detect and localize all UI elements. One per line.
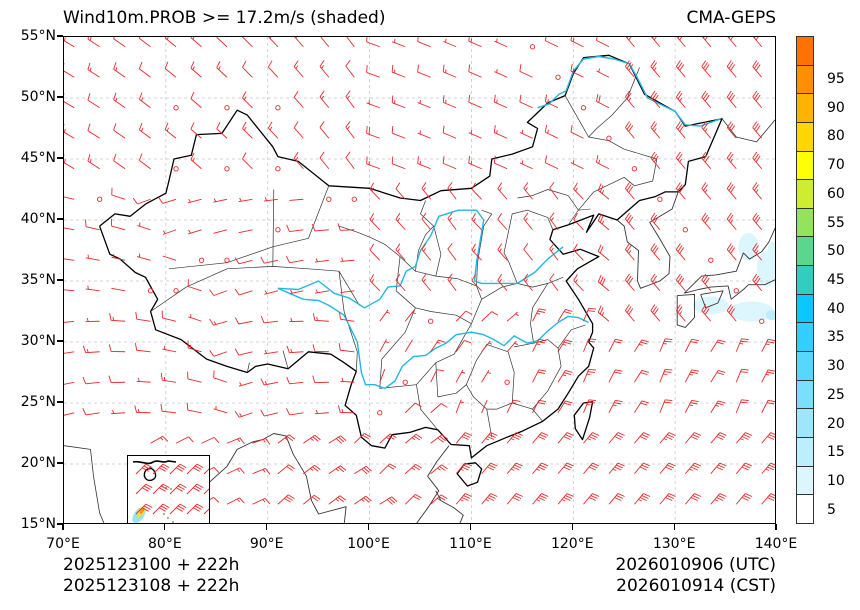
colorbar-level-label: 90 bbox=[827, 99, 845, 116]
map-canvas bbox=[64, 37, 775, 523]
colorbar-level-label: 95 bbox=[827, 71, 845, 88]
colorbar-level-label: 55 bbox=[827, 214, 845, 231]
colorbar-level-label: 35 bbox=[827, 329, 845, 346]
lon-tick-mark bbox=[62, 524, 64, 530]
lat-tick-mark bbox=[57, 218, 63, 220]
chart-title: Wind10m.PROB >= 17.2m/s (shaded) bbox=[63, 8, 386, 28]
lat-tick-label: 30°N bbox=[20, 333, 56, 349]
lon-tick-mark bbox=[266, 524, 268, 530]
colorbar-level-label: 80 bbox=[827, 128, 845, 145]
colorbar-segment bbox=[797, 180, 813, 209]
valid-time-utc: 2026010906 (UTC) bbox=[615, 555, 776, 575]
lat-tick-label: 20°N bbox=[20, 455, 56, 471]
lon-tick-mark bbox=[775, 524, 777, 530]
colorbar-segment bbox=[797, 37, 813, 66]
colorbar-segment bbox=[797, 208, 813, 238]
colorbar-level-label: 30 bbox=[827, 358, 845, 375]
lon-tick-mark bbox=[367, 524, 370, 530]
map-plot-area bbox=[63, 36, 776, 524]
colorbar bbox=[796, 36, 814, 524]
colorbar-level-label: 25 bbox=[827, 386, 845, 403]
valid-time-cst: 2026010914 (CST) bbox=[616, 576, 776, 596]
lat-tick-mark bbox=[57, 157, 63, 159]
lon-tick-label: 70°E bbox=[46, 536, 80, 552]
graticule bbox=[64, 37, 775, 523]
colorbar-segment bbox=[797, 380, 813, 410]
colorbar-segment bbox=[797, 294, 813, 324]
colorbar-segment bbox=[797, 323, 813, 353]
colorbar-segment bbox=[797, 122, 813, 152]
lat-tick-label: 25°N bbox=[20, 394, 56, 410]
wind-barbs bbox=[64, 37, 775, 505]
lat-tick-label: 55°N bbox=[20, 28, 56, 44]
lon-tick-label: 80°E bbox=[148, 536, 182, 552]
south-china-sea-inset bbox=[127, 455, 210, 523]
lon-tick-label: 110°E bbox=[449, 536, 492, 552]
init-time-block: 2025123100 + 222h 2025123108 + 222h bbox=[63, 555, 239, 597]
lat-tick-label: 35°N bbox=[20, 272, 56, 288]
colorbar-level-label: 50 bbox=[827, 243, 845, 260]
colorbar-segment bbox=[797, 94, 813, 123]
colorbar-level-label: 5 bbox=[827, 501, 836, 518]
lat-tick-label: 45°N bbox=[20, 150, 56, 166]
lon-tick-label: 90°E bbox=[249, 536, 284, 552]
colorbar-level-label: 70 bbox=[827, 157, 845, 174]
colorbar-segment bbox=[797, 237, 813, 267]
colorbar-segment bbox=[797, 437, 813, 467]
lon-tick-mark bbox=[673, 524, 675, 530]
model-name: CMA-GEPS bbox=[686, 8, 776, 28]
lon-tick-label: 130°E bbox=[652, 536, 696, 552]
lat-tick-mark bbox=[57, 523, 63, 525]
colorbar-level-label: 15 bbox=[827, 444, 845, 461]
lon-tick-mark bbox=[571, 524, 573, 530]
lon-tick-label: 120°E bbox=[550, 536, 594, 552]
inset-map bbox=[132, 460, 209, 523]
valid-time-block: 2026010906 (UTC) 2026010914 (CST) bbox=[615, 555, 776, 597]
colorbar-segment bbox=[797, 65, 813, 95]
lat-tick-label: 15°N bbox=[20, 516, 56, 532]
lat-tick-mark bbox=[57, 462, 63, 464]
lat-tick-mark bbox=[57, 340, 63, 342]
lat-tick-mark bbox=[57, 279, 63, 281]
colorbar-segment bbox=[797, 495, 813, 523]
geographic-lines bbox=[64, 54, 775, 523]
lon-tick-label: 100°E bbox=[347, 536, 390, 552]
lat-tick-label: 40°N bbox=[20, 211, 56, 227]
lat-tick-mark bbox=[57, 35, 63, 37]
colorbar-segment bbox=[797, 266, 813, 295]
colorbar-segment bbox=[797, 151, 813, 181]
lat-tick-mark bbox=[57, 96, 63, 98]
lat-tick-label: 50°N bbox=[20, 89, 56, 105]
colorbar-level-label: 10 bbox=[827, 472, 845, 489]
colorbar-segment bbox=[797, 466, 813, 496]
colorbar-level-label: 45 bbox=[827, 272, 845, 288]
init-time-cst: 2025123108 + 222h bbox=[63, 576, 240, 596]
colorbar-level-label: 20 bbox=[827, 415, 845, 432]
colorbar-level-label: 60 bbox=[827, 185, 845, 202]
colorbar-level-label: 40 bbox=[827, 300, 845, 317]
lon-tick-label: 140°E bbox=[754, 536, 798, 552]
lat-tick-mark bbox=[57, 401, 63, 403]
lon-tick-mark bbox=[469, 524, 472, 530]
colorbar-segment bbox=[797, 352, 813, 381]
colorbar-segment bbox=[797, 409, 813, 438]
init-time-utc: 2025123100 + 222h bbox=[63, 555, 240, 575]
lon-tick-mark bbox=[164, 524, 166, 530]
